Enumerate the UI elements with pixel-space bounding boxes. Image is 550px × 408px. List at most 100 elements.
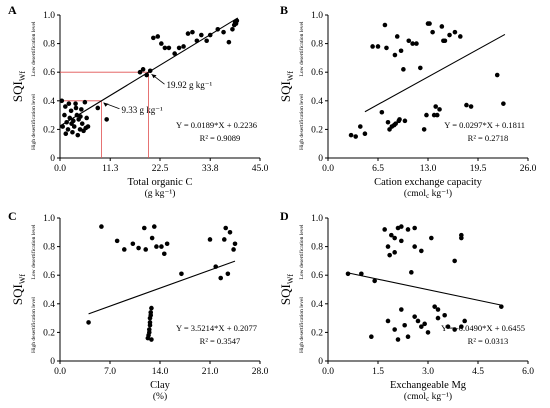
x-tick-label: 14.0 xyxy=(152,367,169,377)
y-tick-label: 0.2 xyxy=(43,125,55,135)
y-tick-label: 1.0 xyxy=(311,11,323,21)
data-point xyxy=(67,115,73,121)
x-tick-label: 33.8 xyxy=(202,164,219,174)
data-point xyxy=(231,247,236,252)
data-point xyxy=(176,45,182,51)
y-tick-label: 0.4 xyxy=(311,300,323,310)
data-point xyxy=(384,45,389,51)
y-tick-label: 0 xyxy=(318,357,323,367)
annotation-arrowhead xyxy=(151,74,157,79)
annotation-arrowhead xyxy=(103,102,109,107)
data-point xyxy=(402,118,408,124)
data-point xyxy=(83,125,89,131)
x-axis-label: Clay xyxy=(150,380,171,391)
data-point xyxy=(437,107,442,112)
x-tick-label: 7.0 xyxy=(104,367,116,377)
r-squared: R² = 0.3547 xyxy=(200,336,241,346)
data-point xyxy=(422,321,427,327)
data-point xyxy=(70,129,75,135)
data-point xyxy=(398,48,404,54)
data-point xyxy=(143,247,149,252)
high-desertification-label: High desertification level xyxy=(298,297,305,353)
low-desertification-label: Low desertification level xyxy=(30,224,37,279)
high-desertification-label: High desertification level xyxy=(30,297,37,353)
data-point xyxy=(147,68,153,74)
data-point xyxy=(410,41,415,46)
x-tick-label: 26.0 xyxy=(520,164,537,174)
data-point xyxy=(59,98,65,104)
data-point xyxy=(215,27,221,32)
data-point xyxy=(140,67,146,72)
data-point xyxy=(151,35,156,41)
data-point xyxy=(141,225,147,231)
data-point xyxy=(392,250,397,255)
x-axis-label: Cation exchange capacity xyxy=(374,177,483,188)
data-point xyxy=(207,32,213,38)
data-point xyxy=(402,322,407,328)
y-tick-label: 0 xyxy=(50,357,55,367)
data-point xyxy=(63,104,68,109)
data-point xyxy=(73,105,79,111)
data-point xyxy=(226,39,232,45)
data-point xyxy=(75,132,81,138)
data-point xyxy=(419,248,424,254)
x-tick-label: 4.5 xyxy=(472,367,484,377)
data-point xyxy=(227,230,233,235)
regression-equation: Y = 3.5214*X + 0.2077 xyxy=(176,323,257,333)
data-point xyxy=(172,51,177,56)
data-point xyxy=(358,124,363,129)
data-point xyxy=(136,245,141,251)
y-tick-label: 0.4 xyxy=(311,97,323,107)
data-point xyxy=(370,44,375,49)
data-point xyxy=(190,29,195,35)
y-tick-label: 0.4 xyxy=(43,97,55,107)
high-desertification-label: High desertification level xyxy=(30,94,37,150)
data-point xyxy=(412,244,417,249)
x-axis-label: Exchangeable Mg xyxy=(390,380,467,391)
data-point xyxy=(121,247,127,252)
data-point xyxy=(421,127,427,132)
x-tick-label: 0.0 xyxy=(322,164,334,174)
x-tick-label: 28.0 xyxy=(252,367,269,377)
x-axis-unit: (cmolc kg⁻¹) xyxy=(404,391,452,403)
data-point xyxy=(159,244,164,249)
data-point xyxy=(74,112,80,118)
low-desertification-label: Low desertification level xyxy=(298,224,305,279)
data-point xyxy=(161,251,167,257)
data-point xyxy=(430,29,435,35)
data-point xyxy=(433,104,438,109)
low-desertification-label: Low desertification level xyxy=(298,21,305,76)
data-point xyxy=(164,241,170,247)
x-tick-label: 0.0 xyxy=(322,367,334,377)
data-point xyxy=(213,264,219,269)
regression-line xyxy=(88,260,236,315)
data-point xyxy=(392,52,398,58)
data-point xyxy=(501,101,506,106)
data-point xyxy=(394,34,400,39)
data-point xyxy=(353,134,358,139)
data-point xyxy=(78,114,83,119)
data-point xyxy=(162,45,168,51)
annotation-label: 19.92 g kg⁻¹ xyxy=(167,80,213,90)
data-point xyxy=(494,72,500,78)
x-tick-label: 45.0 xyxy=(252,164,269,174)
x-tick-label: 6.0 xyxy=(522,367,534,377)
data-point xyxy=(149,235,155,241)
data-point xyxy=(345,271,351,277)
data-point xyxy=(499,304,504,309)
y-tick-label: 0.2 xyxy=(311,125,323,135)
data-point xyxy=(68,108,74,114)
data-point xyxy=(442,312,447,318)
y-tick-label: 0.8 xyxy=(43,243,55,253)
data-point xyxy=(60,124,65,129)
panel-d: D 0 0.2 0.4 0.6 0.8 1.0 0.0 1.5 3.0 4.5 6.0 Exchange… xyxy=(278,209,534,403)
y-axis-label: SQIWf xyxy=(278,71,295,103)
data-point xyxy=(409,270,414,275)
y-tick-label: 0.2 xyxy=(43,328,55,338)
data-point xyxy=(155,34,161,39)
data-point xyxy=(223,225,229,231)
data-point xyxy=(445,324,451,329)
data-point xyxy=(181,44,186,49)
